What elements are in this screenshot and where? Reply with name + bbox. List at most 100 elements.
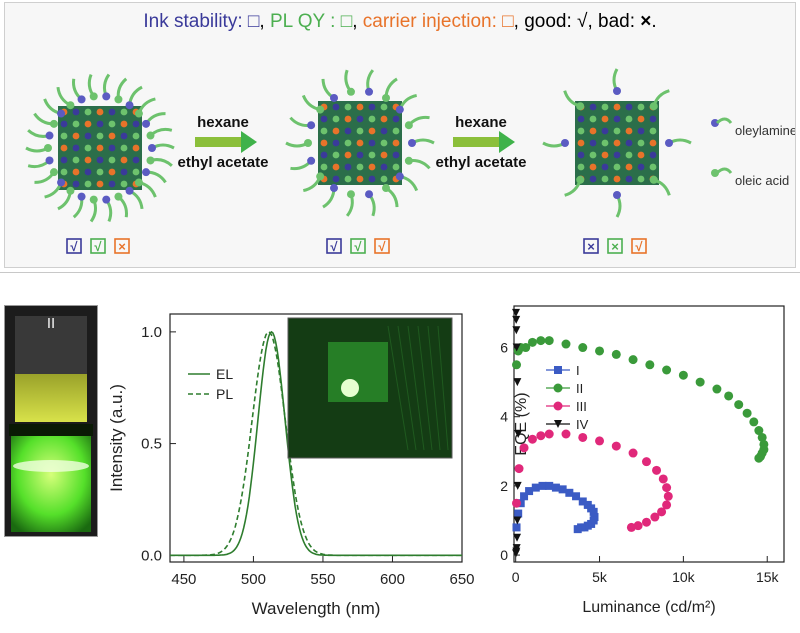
solvent-label: ethyl acetate xyxy=(178,154,269,171)
ligand-head xyxy=(77,95,86,104)
crystal-atom xyxy=(332,115,340,123)
crystal-atom xyxy=(72,180,80,188)
status-mark: √ xyxy=(378,239,386,254)
status-mark: √ xyxy=(635,239,643,254)
inset-grid-line xyxy=(437,325,449,451)
crystal-atom xyxy=(392,139,400,147)
crystal-atom xyxy=(368,151,376,159)
nanocrystal-3 xyxy=(542,68,692,218)
crystal-atom xyxy=(320,139,328,147)
ligand-head xyxy=(316,105,325,114)
ligand-head xyxy=(49,168,58,177)
status-box xyxy=(114,238,130,254)
crystal-atom xyxy=(132,156,140,164)
crystal-atom xyxy=(625,163,633,171)
ligand-head xyxy=(114,192,123,201)
data-point-III xyxy=(527,434,537,444)
ligand-head xyxy=(142,119,151,128)
data-point-IV xyxy=(513,533,522,542)
x-tick-label: 10k xyxy=(672,569,696,585)
crystal-atom xyxy=(380,127,388,135)
data-point-IV xyxy=(512,315,521,324)
crystal-atom xyxy=(649,151,657,159)
legend-comma: , xyxy=(259,11,265,32)
x-axis-label: Luminance (cd/m²) xyxy=(582,599,715,616)
ligand-head xyxy=(102,92,111,101)
arrow-shaft xyxy=(453,137,499,147)
crystal-atom xyxy=(380,103,388,111)
crystal-atom xyxy=(108,132,116,140)
ligand-legend-chain xyxy=(715,167,733,175)
crystal-atom xyxy=(380,115,388,123)
crystal-atom xyxy=(589,103,597,111)
data-point-III xyxy=(641,517,651,527)
crystal-atom xyxy=(380,163,388,171)
data-point-IV xyxy=(512,326,521,335)
crystal-atom xyxy=(132,120,140,128)
ligand-head xyxy=(316,172,325,181)
data-point-III xyxy=(628,448,638,458)
x-tick-label: 450 xyxy=(171,571,196,588)
crystal-atom xyxy=(60,156,68,164)
data-point-II xyxy=(757,432,767,442)
status-mark: × xyxy=(611,239,619,254)
x-tick-label: 650 xyxy=(449,571,474,588)
data-point-I xyxy=(565,488,574,497)
data-point-IV xyxy=(513,481,522,490)
ligand-head xyxy=(44,144,52,152)
status-mark: √ xyxy=(70,239,78,254)
crystal-atom xyxy=(356,151,364,159)
crystal-atom xyxy=(637,115,645,123)
ligand-head xyxy=(304,139,312,147)
status-box xyxy=(374,238,390,254)
crystal-atom xyxy=(613,151,621,159)
data-point-III xyxy=(663,491,673,501)
crystal-atom xyxy=(320,163,328,171)
inset-grid-line xyxy=(387,325,409,451)
data-point-II xyxy=(734,400,744,410)
nanocrystal-2 xyxy=(285,69,435,217)
data-point-III xyxy=(544,429,554,439)
crystal-atom xyxy=(356,127,364,135)
crystal-atom xyxy=(96,180,104,188)
crystal-atom xyxy=(132,168,140,176)
y-tick-label: 1.0 xyxy=(141,324,162,341)
crystal-atom xyxy=(368,115,376,123)
inset-grid-line xyxy=(407,325,425,451)
ligand-head xyxy=(365,190,374,199)
y-tick-label: 6 xyxy=(500,340,508,356)
data-point-III xyxy=(595,436,605,446)
crystal-atom xyxy=(589,163,597,171)
y-tick-label: 4 xyxy=(500,409,508,425)
legend-bad-mark: × xyxy=(640,11,652,32)
data-point-III xyxy=(650,512,660,522)
x-tick-label: 600 xyxy=(380,571,405,588)
data-point-I xyxy=(538,481,547,490)
crystal-atom xyxy=(344,151,352,159)
ligand-head xyxy=(382,93,390,102)
crystal-atom xyxy=(96,144,104,152)
crystal-atom xyxy=(72,132,80,140)
y-tick-label: 0.0 xyxy=(141,547,162,564)
crystal-atom xyxy=(320,115,328,123)
ligand-head xyxy=(146,156,155,165)
legend-comma: , xyxy=(352,11,358,32)
series-line-EL xyxy=(170,330,462,557)
crystal-atom xyxy=(332,163,340,171)
panel-divider xyxy=(0,272,800,273)
status-mark: √ xyxy=(94,239,102,254)
crystal-atom xyxy=(637,103,645,111)
crystal-atom xyxy=(120,168,128,176)
crystal-atom xyxy=(60,168,68,176)
crystal-atom xyxy=(368,103,376,111)
crystal-atom xyxy=(96,132,104,140)
data-point-II xyxy=(749,417,759,427)
x-tick-label: 15k xyxy=(756,569,780,585)
schematic-drawing: hexane ethyl acetate hexane ethyl acetate ol… xyxy=(25,68,795,254)
spectrum-chart: 450 500 550 600 650 0.0 0.5 1.0 Wavelength (nm) I… xyxy=(107,313,475,618)
vial-photo-drawing: II xyxy=(5,306,97,536)
crystal-atom xyxy=(589,139,597,147)
data-point-II xyxy=(754,453,764,463)
data-point-III xyxy=(514,464,524,474)
data-point-II xyxy=(645,360,655,370)
